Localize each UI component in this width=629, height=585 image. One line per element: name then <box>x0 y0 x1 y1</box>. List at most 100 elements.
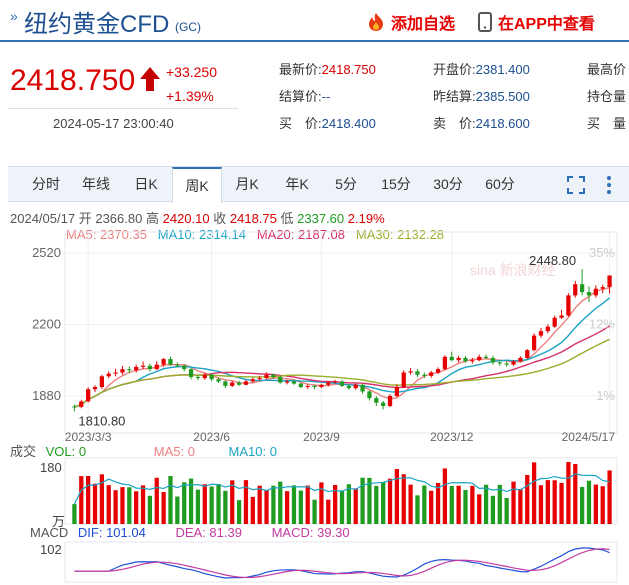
candle-body <box>86 389 91 402</box>
pct-tick-label: 35% <box>589 245 615 260</box>
low-label: 低 <box>280 211 294 226</box>
volume-bar <box>168 475 173 524</box>
open-in-app-label: 在APP中查看 <box>498 16 595 33</box>
volume-bar <box>195 489 201 524</box>
tab-5min[interactable]: 5分 <box>335 176 357 192</box>
volume-bar <box>278 481 283 524</box>
tab-monthly-k[interactable]: 月K <box>235 176 259 192</box>
candle-body <box>477 356 482 361</box>
candle-body <box>339 381 345 386</box>
candle-body <box>504 363 509 365</box>
kline-chart[interactable]: sina 新浪财经 2520 35% 2200 12% 1880 1% 2023/3/3 20… <box>0 230 629 585</box>
volume-bar <box>442 468 448 524</box>
candle-body <box>353 384 358 389</box>
candle-body <box>367 391 372 399</box>
axis-labels: 2520 35% 2200 12% 1880 1% 2023/3/3 2023/6 2023/9… <box>32 245 615 444</box>
candle-body <box>319 384 324 388</box>
candle-body <box>463 357 468 362</box>
fullscreen-icon[interactable] <box>566 175 586 195</box>
open-value: 2366.80 <box>95 211 143 226</box>
candle-body <box>127 369 132 371</box>
tab-60min[interactable]: 60分 <box>485 176 515 192</box>
candle-body <box>99 376 105 388</box>
symbol-code: (GC) <box>175 20 201 34</box>
tab-daily-k[interactable]: 日K <box>134 176 158 192</box>
candle-body <box>394 387 400 396</box>
flame-icon <box>369 13 383 31</box>
tab-15min[interactable]: 15分 <box>381 176 411 192</box>
tab-intraday[interactable]: 分时 <box>32 176 60 192</box>
candle-body <box>188 369 194 377</box>
candle-body <box>216 379 221 382</box>
vol-value: VOL: 0 <box>45 444 87 459</box>
tab-year-line[interactable]: 年线 <box>82 176 110 192</box>
low-value: 2337.60 <box>297 211 345 226</box>
candle-body <box>518 357 523 362</box>
title-bar: » 纽约黄金CFD (GC) 添加自选 在APP中查看 <box>0 0 629 42</box>
open-in-app-button[interactable]: 在APP中查看 <box>478 10 595 34</box>
volume-bar <box>518 488 523 524</box>
macd-title: MACD <box>30 525 69 540</box>
candle-body <box>381 402 386 407</box>
volume-bar <box>243 480 249 524</box>
volume-bar <box>477 494 482 524</box>
pct-tick-label: 12% <box>589 316 615 331</box>
volume-bar <box>120 487 125 524</box>
volume-bar <box>319 482 324 524</box>
volume-bar <box>92 483 98 524</box>
ma10-legend: MA10: 2314.14 <box>157 227 246 242</box>
macd-legend: MACD DIF: 101.04 DEA: 81.39 MACD: 39.30 <box>30 525 350 540</box>
volume-bar <box>79 476 84 524</box>
candle-body <box>435 369 441 373</box>
macd-panel-frame <box>64 541 618 583</box>
more-menu-icon[interactable] <box>605 174 613 196</box>
volume-axis-unit: 万 <box>52 514 66 529</box>
breadcrumb-arrow-icon[interactable]: » <box>10 8 18 24</box>
volume-bar <box>579 486 585 524</box>
candle-body <box>408 371 413 373</box>
candle-body <box>161 359 166 365</box>
candle-body <box>415 371 420 375</box>
last-price: 2418.750 <box>10 64 136 97</box>
time-tick-label: 2024/5/17 <box>562 430 616 444</box>
candle-body <box>113 372 118 374</box>
candle-body <box>106 373 111 377</box>
candle-body <box>387 395 393 407</box>
candle-body <box>175 364 180 366</box>
volume-bar <box>456 485 461 524</box>
candle-body <box>374 398 379 403</box>
watermark-text: sina 新浪财经 <box>470 262 556 278</box>
volume-bar <box>401 474 406 524</box>
candle-body <box>442 356 448 370</box>
macd-lines <box>74 547 610 579</box>
candle-body <box>243 381 249 385</box>
quote-field: 买 量 <box>587 113 626 133</box>
volume-bar <box>367 477 372 524</box>
tab-yearly-k[interactable]: 年K <box>285 176 309 192</box>
add-watchlist-button[interactable]: 添加自选 <box>367 10 455 34</box>
candle-body <box>182 365 187 370</box>
volume-bar <box>305 485 310 524</box>
quote-field-value: -- <box>321 89 331 104</box>
quote-field: 结算价:-- <box>279 86 330 106</box>
candle-body <box>326 382 331 385</box>
candle-body <box>490 357 496 363</box>
candle-body <box>497 362 502 364</box>
tab-weekly-k[interactable]: 周K <box>172 167 222 203</box>
candle-body <box>559 315 564 318</box>
tab-30min[interactable]: 30分 <box>433 176 463 192</box>
ma30-legend: MA30: 2132.28 <box>355 227 445 242</box>
volume-bar <box>223 490 228 524</box>
candle-body <box>168 359 173 365</box>
candle-body <box>291 381 297 384</box>
volume-bar <box>230 480 235 524</box>
quote-timestamp: 2024-05-17 23:00:40 <box>53 116 174 131</box>
add-watchlist-label: 添加自选 <box>391 16 456 33</box>
candle-body <box>92 387 98 390</box>
candle-body <box>545 326 550 332</box>
candle-body <box>223 381 228 386</box>
close-value: 2418.75 <box>229 211 277 226</box>
ma5-legend: MA5: 2370.35 <box>66 227 147 242</box>
quote-field-label: 昨结算: <box>433 89 476 104</box>
volume-bar <box>573 464 578 524</box>
